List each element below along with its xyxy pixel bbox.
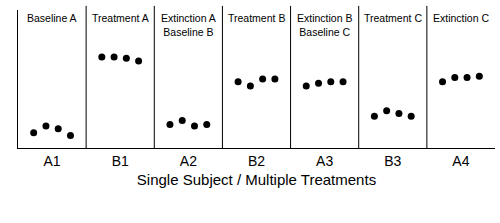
- svg-text:Single Subject / Multiple Trea: Single Subject / Multiple Treatments: [137, 171, 376, 188]
- svg-text:A2: A2: [180, 153, 197, 169]
- svg-text:B3: B3: [384, 153, 401, 169]
- svg-text:Baseline A: Baseline A: [27, 12, 77, 24]
- svg-text:A4: A4: [452, 153, 469, 169]
- svg-text:B1: B1: [112, 153, 129, 169]
- svg-text:A3: A3: [316, 153, 333, 169]
- svg-text:Extinction ABaseline B: Extinction ABaseline B: [161, 12, 216, 38]
- svg-text:Treatment B: Treatment B: [228, 12, 285, 24]
- svg-text:Treatment A: Treatment A: [92, 12, 149, 24]
- svg-text:Treatment C: Treatment C: [364, 12, 422, 24]
- svg-text:B2: B2: [248, 153, 265, 169]
- svg-text:Extinction C: Extinction C: [433, 12, 489, 24]
- svg-text:Extinction BBaseline C: Extinction BBaseline C: [297, 12, 352, 38]
- svg-text:A1: A1: [44, 153, 61, 169]
